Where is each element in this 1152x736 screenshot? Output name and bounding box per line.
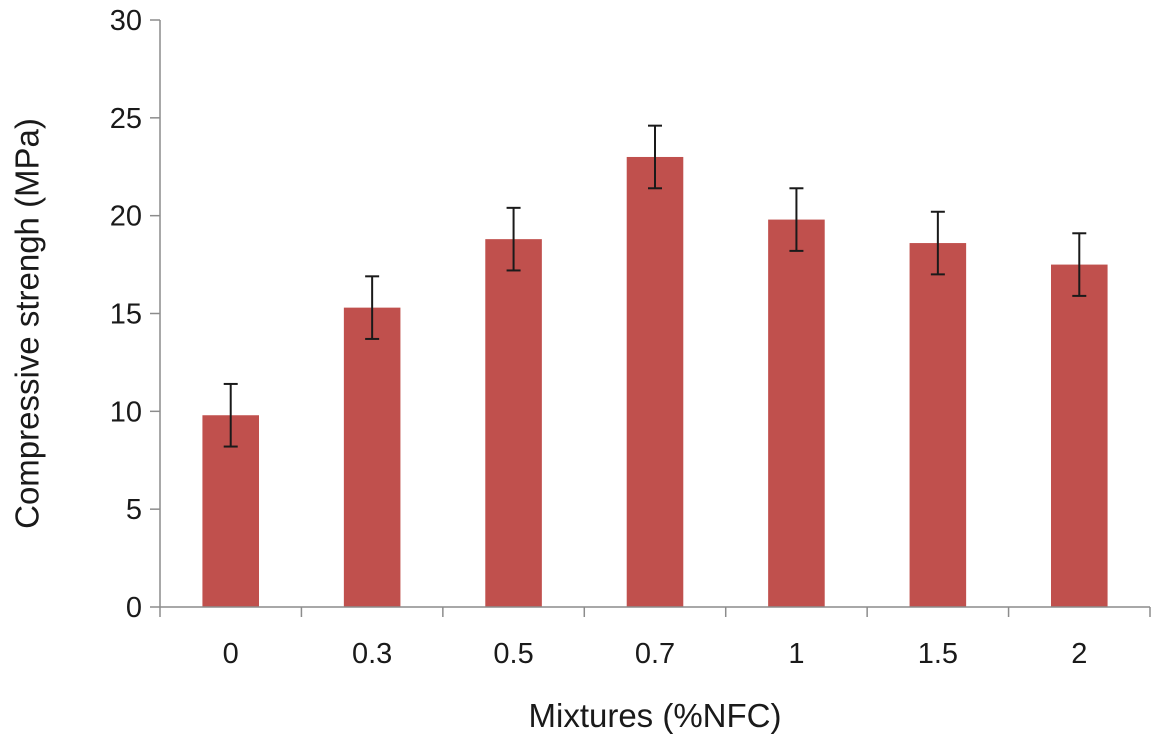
- y-axis-ticks: [150, 19, 160, 608]
- error-bars: [223, 124, 1087, 448]
- bar-0.5: [485, 239, 542, 607]
- bar-0.7: [626, 156, 684, 607]
- x-axis-ticks: [159, 607, 1151, 617]
- bar-1: [768, 219, 825, 607]
- x-tick-label: 1.5: [918, 638, 958, 670]
- y-tick-label: 15: [110, 299, 142, 331]
- x-axis-title: Mixtures (%NFC): [529, 697, 782, 734]
- y-tick-label: 10: [110, 396, 142, 428]
- bars: [202, 156, 1108, 607]
- y-axis-title: Compressive strengh (MPa): [9, 118, 46, 529]
- x-tick-label: 0.3: [352, 638, 392, 670]
- y-tick-label: 5: [126, 494, 142, 526]
- x-tick-label: 0: [223, 638, 239, 670]
- y-tick-label: 25: [110, 103, 142, 135]
- y-tick-label: 0: [126, 592, 142, 624]
- x-tick-label: 1: [788, 638, 804, 670]
- bar-2: [1051, 264, 1108, 607]
- y-tick-label: 20: [110, 201, 142, 233]
- y-tick-label: 30: [110, 5, 142, 37]
- x-tick-label: 0.7: [635, 638, 675, 670]
- x-tick-label: 2: [1071, 638, 1087, 670]
- bar-1.5: [909, 243, 967, 607]
- bar-0.3: [343, 307, 401, 607]
- x-tick-labels: 0 0.3 0.5 0.7 1 1.5 2: [223, 638, 1088, 670]
- y-tick-labels: 0 5 10 15 20 25 30: [110, 5, 142, 624]
- x-tick-label: 0.5: [493, 638, 533, 670]
